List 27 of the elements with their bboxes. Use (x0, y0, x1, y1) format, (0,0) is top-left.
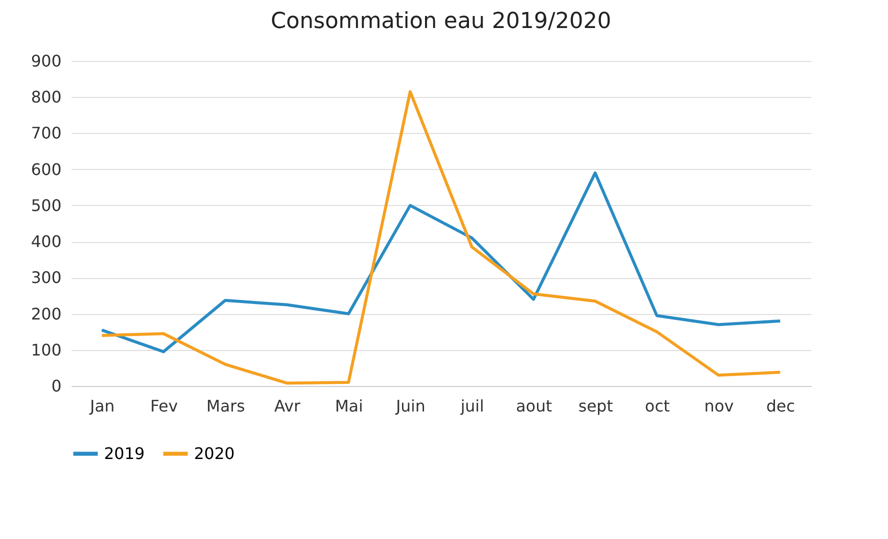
x-tick-label: nov (704, 396, 734, 416)
legend-label: 2019 (104, 444, 145, 463)
y-tick-label: 500 (30, 196, 62, 215)
y-tick-label: 100 (30, 340, 62, 360)
x-tick-label: aout (516, 396, 552, 416)
x-tick-label: Mai (334, 396, 364, 416)
y-tick-label: 300 (30, 268, 62, 288)
line-series (100, 171, 782, 354)
x-tick-label: Mars (206, 396, 245, 416)
x-tick-label: Fev (150, 396, 178, 416)
line-series (100, 90, 782, 385)
x-tick-label: dec (766, 396, 796, 416)
x-tick-label: juil (460, 396, 484, 416)
y-tick-label: 700 (30, 124, 62, 143)
y-tick-label: 800 (30, 88, 62, 107)
y-tick-label: 400 (30, 232, 62, 252)
x-tick-label: oct (644, 396, 670, 416)
chart-title: Consommation eau 2019/2020 (270, 9, 612, 34)
y-tick-label: 600 (30, 160, 62, 179)
y-tick-label: 200 (30, 304, 62, 324)
y-tick-label: 0 (51, 376, 62, 396)
x-tick-label: Jan (88, 396, 115, 416)
legend-label: 2020 (194, 444, 235, 463)
x-tick-label: Avr (274, 396, 301, 416)
x-tick-label: Juin (394, 396, 426, 416)
y-tick-label: 900 (30, 52, 62, 70)
x-tick-label: sept (578, 396, 613, 416)
